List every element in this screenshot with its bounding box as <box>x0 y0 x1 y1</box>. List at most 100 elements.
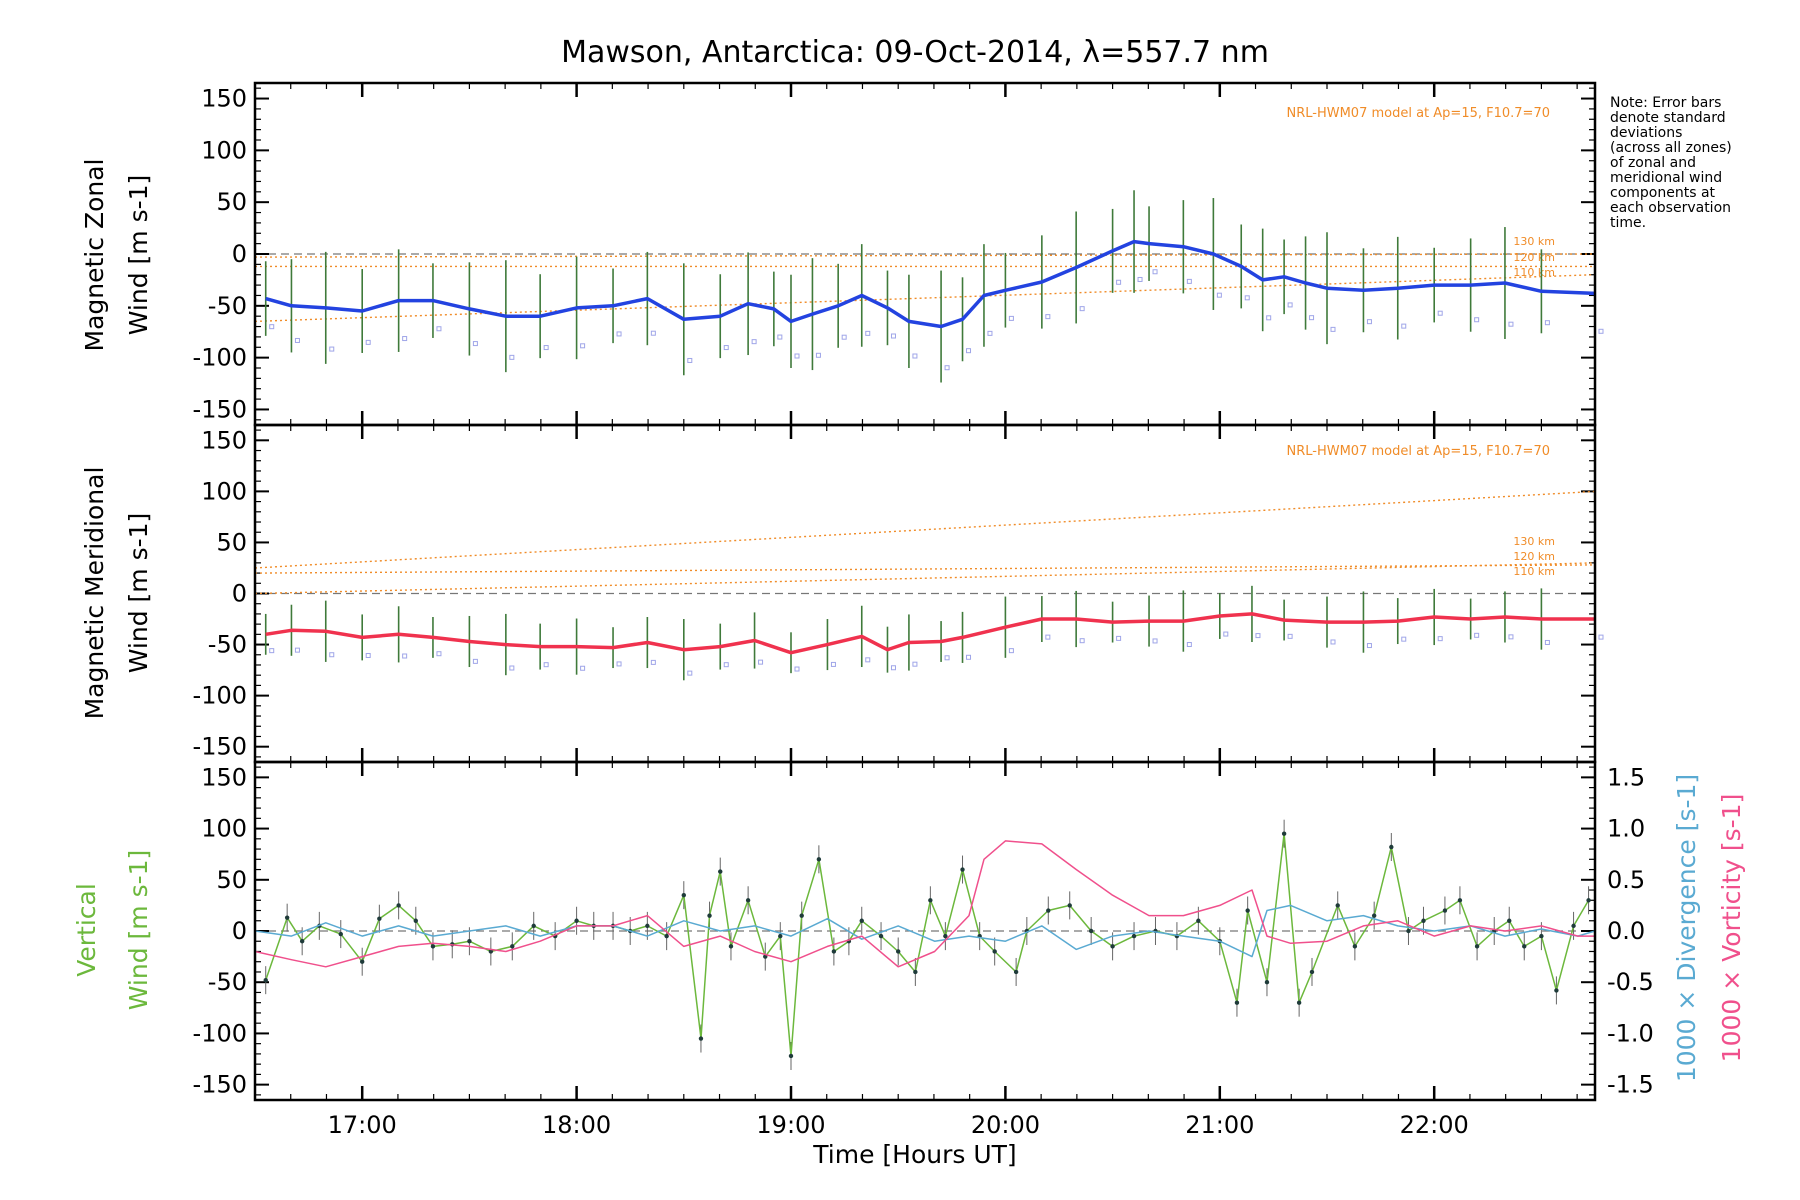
series-line <box>254 904 1596 958</box>
data-point <box>1522 944 1527 949</box>
zone-point <box>509 665 515 671</box>
data-point <box>831 949 837 954</box>
y-tick-label: -50 <box>208 968 247 996</box>
data-point <box>1371 913 1377 918</box>
data-point <box>878 933 884 939</box>
meridional-ylabel-line1: Magnetic Meridional <box>80 467 109 720</box>
data-point <box>377 916 382 921</box>
data-point <box>467 939 472 944</box>
data-point <box>928 898 933 903</box>
data-point <box>1507 918 1512 923</box>
x-tick-label: 21:00 <box>1185 1111 1254 1139</box>
zone-point <box>329 652 335 658</box>
data-point <box>1264 980 1270 985</box>
model-km-label: 130 km <box>1513 535 1555 548</box>
zone-point <box>269 324 275 330</box>
note-line: time. <box>1610 215 1646 231</box>
note-line: (across all zones) <box>1610 140 1732 156</box>
y-tick-label: 0 <box>232 240 247 268</box>
zone-point <box>436 326 442 332</box>
zone-point <box>1437 636 1443 642</box>
zone-point <box>830 661 836 667</box>
zonal-ylabel: Magnetic Zonal Wind [m s-1] <box>80 159 153 352</box>
note-line: deviations <box>1610 125 1682 141</box>
y-tick-label: -100 <box>193 1019 247 1047</box>
plot-layer: 150 100 50 0 -50 -100 -150 130 km 120 km 110 km 15… <box>193 81 1654 1139</box>
zone-point <box>1401 636 1407 642</box>
data-point <box>645 923 650 929</box>
x-axis-label: Time [Hours UT] <box>812 1140 1016 1169</box>
model-km-label: 120 km <box>1513 550 1555 563</box>
zone-point <box>294 647 300 653</box>
zone-point <box>543 345 549 351</box>
data-point <box>574 918 579 923</box>
model-line <box>254 490 1596 569</box>
y-tick-label: 100 <box>201 477 247 505</box>
note-line: each observation <box>1610 200 1731 216</box>
model-km-label: 130 km <box>1513 235 1555 248</box>
data-point <box>430 944 436 949</box>
data-point <box>1110 944 1115 949</box>
zone-point <box>1008 315 1014 321</box>
zone-point <box>1079 306 1085 312</box>
series-line <box>265 239 1596 329</box>
model-labels: NRL-HWM07 model at Ap=15, F10.7=70 NRL-H… <box>1287 106 1551 459</box>
zone-point <box>1508 321 1514 327</box>
data-point <box>728 944 734 949</box>
zone-point <box>580 343 586 349</box>
zone-point <box>794 353 800 359</box>
data-point <box>859 918 864 923</box>
zone-point <box>687 357 693 363</box>
y-tick-label: 100 <box>201 815 247 843</box>
data-point <box>488 949 494 954</box>
zone-point <box>402 336 408 342</box>
zone-point <box>1598 634 1604 640</box>
data-point <box>778 933 783 939</box>
zone-point <box>815 352 821 358</box>
y-tick-label: 150 <box>201 763 247 791</box>
zone-point <box>1330 639 1336 645</box>
zone-point <box>1366 319 1372 325</box>
data-point <box>1389 844 1394 850</box>
y-tick-label: 150 <box>201 426 247 454</box>
data-point <box>1421 918 1426 923</box>
zone-point <box>758 659 764 665</box>
y-tick-label: 50 <box>216 188 247 216</box>
data-point <box>992 949 997 954</box>
zone-point <box>1186 642 1192 648</box>
y-tick-label: -50 <box>208 292 247 320</box>
note-block: Note: Error bars denote standard deviati… <box>1610 95 1732 231</box>
zone-point <box>1474 317 1480 323</box>
model-km-label: 120 km <box>1513 251 1555 264</box>
data-point <box>263 977 268 983</box>
data-point <box>284 915 290 920</box>
zone-point <box>402 653 408 659</box>
zone-point <box>1330 326 1336 332</box>
data-point <box>1442 908 1448 913</box>
data-point <box>1196 918 1201 923</box>
data-point <box>1352 944 1358 949</box>
data-point <box>299 939 305 944</box>
note-line: denote standard <box>1610 110 1726 126</box>
zonal-ylabel-line2: Wind [m s-1] <box>124 175 153 336</box>
y2-tick-label: 0.5 <box>1607 866 1645 894</box>
zone-point <box>1544 320 1550 326</box>
zone-point <box>1287 633 1293 639</box>
zone-point <box>1008 648 1014 654</box>
y2-tick-label: 1.5 <box>1607 763 1645 791</box>
y-tick-label: 0 <box>232 580 247 608</box>
data-point <box>396 903 401 908</box>
data-point <box>1571 923 1576 929</box>
zone-point <box>1045 314 1051 320</box>
data-point <box>745 898 751 903</box>
data-point <box>1474 944 1480 949</box>
right-axis-labels: 1000 × Divergence [s-1] 1000 × Vorticity… <box>1672 774 1746 1082</box>
zonal-model-label: NRL-HWM07 model at Ap=15, F10.7=70 <box>1287 106 1551 121</box>
zone-point <box>1309 315 1315 321</box>
data-point <box>1406 928 1411 934</box>
y-tick-label: -150 <box>193 1071 247 1099</box>
y2-tick-label: -0.5 <box>1607 968 1654 996</box>
x-tick-label: 22:00 <box>1400 1111 1469 1139</box>
zone-point <box>365 339 371 345</box>
